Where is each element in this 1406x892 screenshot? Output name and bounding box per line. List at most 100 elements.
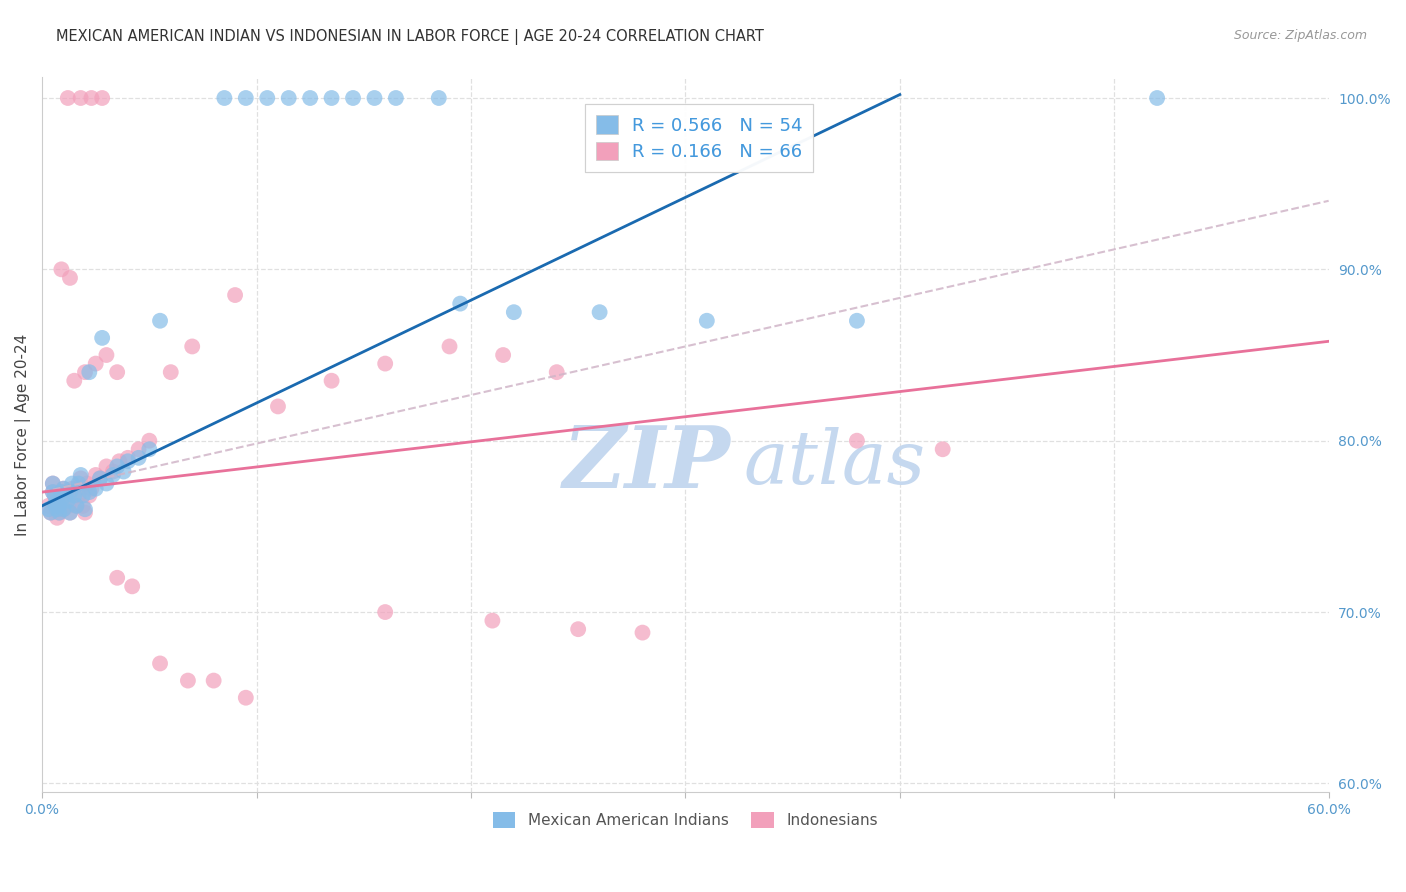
Point bbox=[96, 476, 118, 491]
Point bbox=[79, 365, 101, 379]
Point bbox=[56, 493, 79, 508]
Point bbox=[60, 476, 83, 491]
Point bbox=[51, 485, 73, 500]
Point bbox=[46, 499, 69, 513]
Point bbox=[60, 482, 83, 496]
Point bbox=[39, 506, 62, 520]
Point bbox=[48, 499, 70, 513]
Point bbox=[51, 485, 73, 500]
Point bbox=[52, 502, 75, 516]
Point bbox=[342, 91, 364, 105]
Point bbox=[481, 614, 503, 628]
Point bbox=[91, 331, 114, 345]
Point bbox=[91, 91, 114, 105]
Point bbox=[84, 482, 107, 496]
Point bbox=[67, 476, 90, 491]
Point bbox=[202, 673, 225, 688]
Point bbox=[138, 434, 160, 448]
Legend: Mexican American Indians, Indonesians: Mexican American Indians, Indonesians bbox=[486, 806, 884, 834]
Point bbox=[73, 506, 96, 520]
Point bbox=[696, 314, 718, 328]
Point bbox=[439, 339, 461, 353]
Point bbox=[588, 305, 610, 319]
Point bbox=[63, 485, 86, 500]
Point bbox=[138, 442, 160, 457]
Point bbox=[449, 296, 471, 310]
Point bbox=[89, 471, 111, 485]
Point bbox=[112, 465, 135, 479]
Point bbox=[46, 510, 69, 524]
Point bbox=[48, 506, 70, 520]
Point bbox=[117, 450, 139, 465]
Point bbox=[299, 91, 322, 105]
Point bbox=[69, 91, 91, 105]
Point bbox=[121, 579, 143, 593]
Point bbox=[52, 502, 75, 516]
Point bbox=[374, 357, 396, 371]
Point bbox=[59, 506, 82, 520]
Point bbox=[177, 673, 200, 688]
Point bbox=[96, 459, 118, 474]
Text: ZIP: ZIP bbox=[562, 422, 730, 505]
Point bbox=[51, 493, 73, 508]
Point bbox=[72, 489, 94, 503]
Point bbox=[385, 91, 408, 105]
Point bbox=[105, 571, 128, 585]
Point bbox=[69, 467, 91, 482]
Point bbox=[76, 476, 98, 491]
Point bbox=[117, 454, 139, 468]
Point bbox=[321, 91, 343, 105]
Point bbox=[80, 91, 103, 105]
Point bbox=[44, 497, 66, 511]
Point bbox=[149, 314, 172, 328]
Point bbox=[44, 489, 66, 503]
Point bbox=[845, 314, 868, 328]
Point bbox=[181, 339, 204, 353]
Point bbox=[159, 365, 181, 379]
Point bbox=[69, 471, 91, 485]
Point bbox=[59, 485, 82, 500]
Point bbox=[42, 485, 65, 500]
Point bbox=[105, 365, 128, 379]
Point bbox=[96, 348, 118, 362]
Point bbox=[931, 442, 953, 457]
Point bbox=[128, 442, 150, 457]
Point bbox=[277, 91, 299, 105]
Point bbox=[256, 91, 278, 105]
Point bbox=[42, 485, 65, 500]
Point bbox=[44, 489, 66, 503]
Point bbox=[79, 485, 101, 500]
Point bbox=[46, 502, 69, 516]
Point bbox=[42, 476, 65, 491]
Point bbox=[73, 365, 96, 379]
Point bbox=[363, 91, 385, 105]
Point bbox=[48, 502, 70, 516]
Point bbox=[80, 482, 103, 496]
Point bbox=[52, 482, 75, 496]
Point bbox=[63, 489, 86, 503]
Text: MEXICAN AMERICAN INDIAN VS INDONESIAN IN LABOR FORCE | AGE 20-24 CORRELATION CHA: MEXICAN AMERICAN INDIAN VS INDONESIAN IN… bbox=[56, 29, 763, 45]
Point bbox=[502, 305, 524, 319]
Point bbox=[108, 454, 131, 468]
Point bbox=[235, 91, 257, 105]
Point bbox=[72, 499, 94, 513]
Point bbox=[149, 657, 172, 671]
Point bbox=[101, 465, 124, 479]
Point bbox=[63, 374, 86, 388]
Point bbox=[42, 476, 65, 491]
Point bbox=[51, 262, 73, 277]
Point bbox=[105, 459, 128, 474]
Point bbox=[267, 400, 290, 414]
Point bbox=[59, 506, 82, 520]
Point bbox=[214, 91, 236, 105]
Point bbox=[65, 499, 87, 513]
Point bbox=[46, 493, 69, 508]
Point bbox=[67, 489, 90, 503]
Point bbox=[128, 450, 150, 465]
Point bbox=[73, 502, 96, 516]
Point bbox=[1146, 91, 1168, 105]
Text: Source: ZipAtlas.com: Source: ZipAtlas.com bbox=[1233, 29, 1367, 42]
Point bbox=[546, 365, 568, 379]
Point bbox=[56, 499, 79, 513]
Point bbox=[84, 467, 107, 482]
